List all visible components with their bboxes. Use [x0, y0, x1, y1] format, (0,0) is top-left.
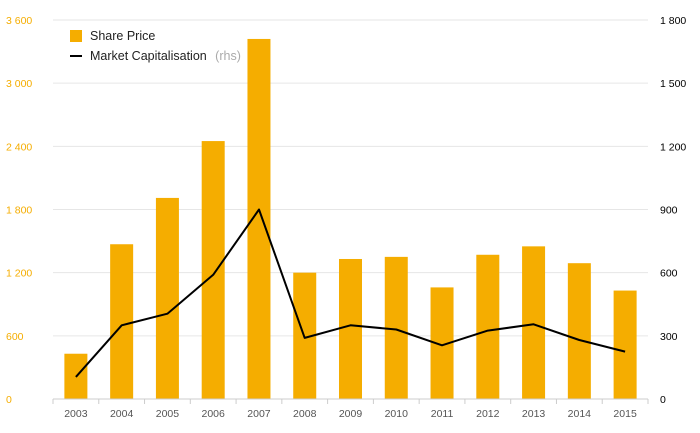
y-right-tick-label: 1 800: [660, 15, 686, 27]
bar-share-price: [339, 258, 362, 399]
line-market-capitalisation: [75, 208, 626, 378]
bar-share-price: [522, 246, 546, 399]
y-left-tick-label: 0: [6, 394, 12, 406]
y-right-tick-label: 1 500: [660, 78, 686, 90]
axes: 0 600 1 200 1 800 2 400 3 000 3 600 0 300 600 900 1…: [6, 15, 686, 420]
x-tick-label: 2012: [476, 408, 500, 420]
x-tick-label: 2013: [522, 408, 546, 420]
y-right-tick-label: 900: [660, 205, 678, 217]
legend-label-share-price: Share Price: [90, 29, 155, 43]
y-left-tick-label: 1 200: [6, 268, 32, 280]
y-left-tick-label: 3 000: [6, 78, 32, 90]
line-series: [75, 208, 626, 378]
x-tick-label: 2014: [568, 408, 592, 420]
bar-share-price: [201, 141, 225, 399]
y-left-tick-label: 2 400: [6, 141, 32, 153]
bar-share-price: [384, 256, 408, 399]
legend: Share Price Market Capitalisation (rhs): [70, 29, 241, 64]
x-tick-label: 2003: [64, 408, 88, 420]
bar-share-price: [155, 197, 179, 399]
legend-label-market-cap: Market Capitalisation (rhs): [90, 47, 241, 64]
bar-share-price: [110, 244, 134, 399]
x-tick-label: 2006: [202, 408, 226, 420]
y-left-tick-label: 1 800: [6, 205, 32, 217]
x-tick-label: 2004: [110, 408, 134, 420]
y-right-tick-label: 600: [660, 268, 678, 280]
bar-share-price: [247, 38, 271, 399]
y-left-tick-label: 3 600: [6, 15, 32, 27]
y-right-tick-label: 0: [660, 394, 666, 406]
x-tick-label: 2008: [293, 408, 317, 420]
bar-share-price: [430, 287, 454, 399]
x-tick-label: 2010: [385, 408, 409, 420]
x-tick-label: 2015: [613, 408, 637, 420]
x-tick-label: 2011: [431, 408, 454, 420]
y-right-tick-label: 1 200: [660, 141, 686, 153]
y-left-tick-label: 600: [6, 331, 24, 343]
x-tick-label: 2007: [247, 408, 271, 420]
y-right-tick-label: 300: [660, 331, 678, 343]
legend-swatch-share-price: [70, 30, 82, 42]
x-tick-label: 2005: [156, 408, 180, 420]
bar-share-price: [613, 290, 637, 399]
x-tick-label: 2009: [339, 408, 363, 420]
bar-share-price: [567, 263, 591, 399]
bar-share-price: [476, 254, 500, 399]
